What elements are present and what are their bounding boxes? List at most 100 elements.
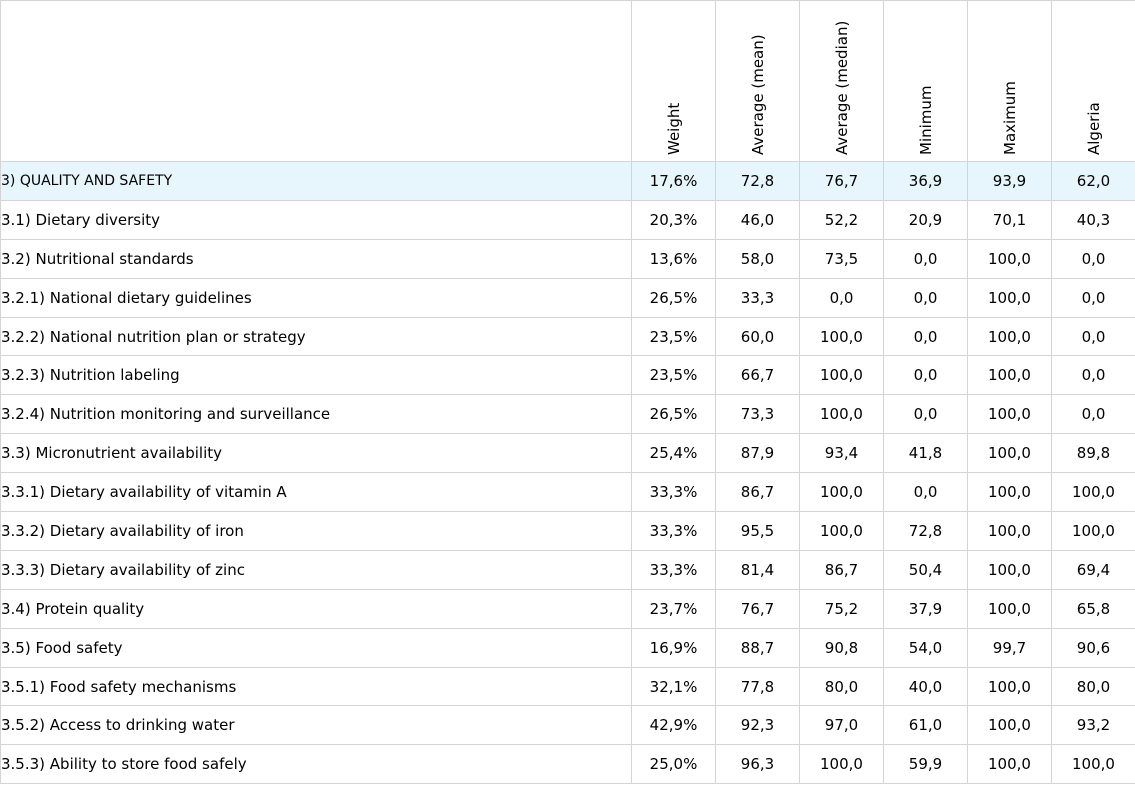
value-cell[interactable]: 100,0 <box>967 316 1052 357</box>
value-cell[interactable]: 62,0 <box>1051 161 1135 201</box>
value-cell[interactable]: 50,4 <box>883 549 968 590</box>
value-cell[interactable]: 93,2 <box>1051 705 1135 746</box>
value-cell[interactable]: 20,9 <box>883 199 968 240</box>
value-cell[interactable]: 100,0 <box>1051 472 1135 513</box>
row-label-cell[interactable]: 3.2.2) National nutrition plan or strate… <box>0 316 632 357</box>
value-cell[interactable]: 0,0 <box>1051 394 1135 435</box>
value-cell[interactable]: 33,3% <box>631 511 716 551</box>
value-cell[interactable]: 100,0 <box>967 277 1052 318</box>
value-cell[interactable]: 65,8 <box>1051 588 1135 629</box>
value-cell[interactable]: 46,0 <box>715 199 800 240</box>
row-label-cell[interactable]: 3.5.1) Food safety mechanisms <box>0 666 632 707</box>
value-cell[interactable]: 76,7 <box>799 161 884 201</box>
value-cell[interactable]: 99,7 <box>967 627 1052 668</box>
row-label-cell[interactable]: 3.2.3) Nutrition labeling <box>0 355 632 396</box>
row-label-cell[interactable]: 3) QUALITY AND SAFETY <box>0 161 632 201</box>
value-cell[interactable]: 0,0 <box>883 238 968 279</box>
value-cell[interactable]: 97,0 <box>799 705 884 746</box>
value-cell[interactable]: 23,5% <box>631 316 716 357</box>
value-cell[interactable]: 54,0 <box>883 627 968 668</box>
value-cell[interactable]: 80,0 <box>1051 666 1135 707</box>
row-label-cell[interactable]: 3.2.1) National dietary guidelines <box>0 277 632 318</box>
value-cell[interactable]: 100,0 <box>967 433 1052 474</box>
value-cell[interactable]: 23,7% <box>631 588 716 629</box>
value-cell[interactable]: 58,0 <box>715 238 800 279</box>
value-cell[interactable]: 36,9 <box>883 161 968 201</box>
value-cell[interactable]: 0,0 <box>1051 316 1135 357</box>
value-cell[interactable]: 100,0 <box>967 355 1052 396</box>
value-cell[interactable]: 0,0 <box>799 277 884 318</box>
value-cell[interactable]: 0,0 <box>883 316 968 357</box>
value-cell[interactable]: 100,0 <box>967 511 1052 551</box>
row-label-cell[interactable]: 3.3) Micronutrient availability <box>0 433 632 474</box>
value-cell[interactable]: 33,3 <box>715 277 800 318</box>
row-label-cell[interactable]: 3.2) Nutritional standards <box>0 238 632 279</box>
column-header-maximum[interactable]: Maximum <box>967 0 1052 162</box>
header-corner-cell[interactable] <box>0 0 632 162</box>
row-label-cell[interactable]: 3.1) Dietary diversity <box>0 199 632 240</box>
value-cell[interactable]: 0,0 <box>883 472 968 513</box>
value-cell[interactable]: 90,6 <box>1051 627 1135 668</box>
value-cell[interactable]: 100,0 <box>799 394 884 435</box>
column-header-algeria[interactable]: Algeria <box>1051 0 1135 162</box>
value-cell[interactable]: 72,8 <box>883 511 968 551</box>
value-cell[interactable]: 100,0 <box>1051 744 1135 785</box>
value-cell[interactable]: 95,5 <box>715 511 800 551</box>
value-cell[interactable]: 60,0 <box>715 316 800 357</box>
value-cell[interactable]: 100,0 <box>967 549 1052 590</box>
value-cell[interactable]: 0,0 <box>1051 355 1135 396</box>
value-cell[interactable]: 33,3% <box>631 549 716 590</box>
value-cell[interactable]: 0,0 <box>883 277 968 318</box>
value-cell[interactable]: 23,5% <box>631 355 716 396</box>
value-cell[interactable]: 93,9 <box>967 161 1052 201</box>
value-cell[interactable]: 77,8 <box>715 666 800 707</box>
value-cell[interactable]: 20,3% <box>631 199 716 240</box>
value-cell[interactable]: 32,1% <box>631 666 716 707</box>
value-cell[interactable]: 0,0 <box>883 394 968 435</box>
value-cell[interactable]: 75,2 <box>799 588 884 629</box>
column-header-minimum[interactable]: Minimum <box>883 0 968 162</box>
value-cell[interactable]: 72,8 <box>715 161 800 201</box>
column-header-weight[interactable]: Weight <box>631 0 716 162</box>
value-cell[interactable]: 25,4% <box>631 433 716 474</box>
value-cell[interactable]: 0,0 <box>883 355 968 396</box>
value-cell[interactable]: 40,3 <box>1051 199 1135 240</box>
value-cell[interactable]: 76,7 <box>715 588 800 629</box>
value-cell[interactable]: 17,6% <box>631 161 716 201</box>
value-cell[interactable]: 100,0 <box>967 705 1052 746</box>
value-cell[interactable]: 88,7 <box>715 627 800 668</box>
column-header-average-median[interactable]: Average (median) <box>799 0 884 162</box>
value-cell[interactable]: 26,5% <box>631 394 716 435</box>
value-cell[interactable]: 100,0 <box>799 316 884 357</box>
value-cell[interactable]: 86,7 <box>715 472 800 513</box>
row-label-cell[interactable]: 3.3.3) Dietary availability of zinc <box>0 549 632 590</box>
value-cell[interactable]: 81,4 <box>715 549 800 590</box>
value-cell[interactable]: 96,3 <box>715 744 800 785</box>
value-cell[interactable]: 70,1 <box>967 199 1052 240</box>
value-cell[interactable]: 80,0 <box>799 666 884 707</box>
row-label-cell[interactable]: 3.3.1) Dietary availability of vitamin A <box>0 472 632 513</box>
value-cell[interactable]: 100,0 <box>967 588 1052 629</box>
value-cell[interactable]: 93,4 <box>799 433 884 474</box>
value-cell[interactable]: 100,0 <box>967 666 1052 707</box>
value-cell[interactable]: 100,0 <box>799 511 884 551</box>
value-cell[interactable]: 40,0 <box>883 666 968 707</box>
value-cell[interactable]: 0,0 <box>1051 277 1135 318</box>
value-cell[interactable]: 86,7 <box>799 549 884 590</box>
value-cell[interactable]: 100,0 <box>967 472 1052 513</box>
value-cell[interactable]: 100,0 <box>799 472 884 513</box>
value-cell[interactable]: 41,8 <box>883 433 968 474</box>
row-label-cell[interactable]: 3.4) Protein quality <box>0 588 632 629</box>
value-cell[interactable]: 16,9% <box>631 627 716 668</box>
row-label-cell[interactable]: 3.5.2) Access to drinking water <box>0 705 632 746</box>
value-cell[interactable]: 33,3% <box>631 472 716 513</box>
row-label-cell[interactable]: 3.5) Food safety <box>0 627 632 668</box>
value-cell[interactable]: 92,3 <box>715 705 800 746</box>
column-header-average-mean[interactable]: Average (mean) <box>715 0 800 162</box>
value-cell[interactable]: 61,0 <box>883 705 968 746</box>
value-cell[interactable]: 66,7 <box>715 355 800 396</box>
value-cell[interactable]: 13,6% <box>631 238 716 279</box>
value-cell[interactable]: 52,2 <box>799 199 884 240</box>
row-label-cell[interactable]: 3.5.3) Ability to store food safely <box>0 744 632 785</box>
value-cell[interactable]: 100,0 <box>967 238 1052 279</box>
